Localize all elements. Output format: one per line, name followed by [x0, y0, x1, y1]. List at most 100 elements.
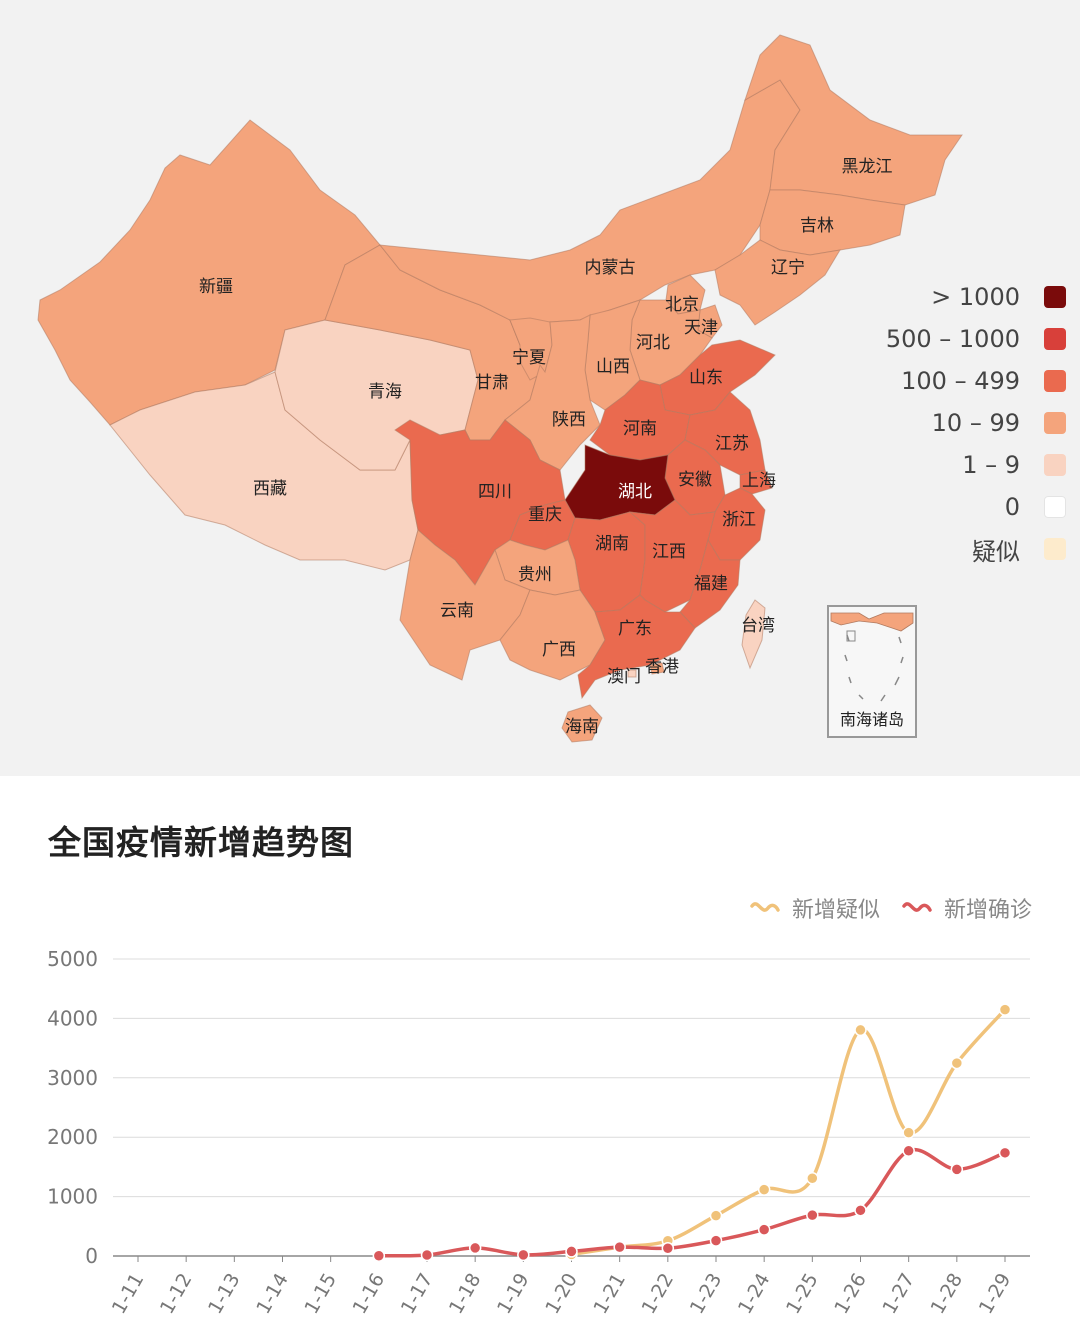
province-福建[interactable]: [679, 538, 741, 629]
x-tick-label: 1-15: [300, 1270, 341, 1318]
legend-swatch: [1044, 454, 1066, 476]
label-内蒙古: 内蒙古: [585, 258, 636, 278]
data-point: [613, 1240, 626, 1254]
legend-row[interactable]: 100 – 499: [846, 360, 1066, 402]
china-map: 新疆 西藏 青海 甘肃 内蒙古 黑龙江 吉林 辽宁 北京 天津 河北 山西 宁夏…: [37, 34, 963, 743]
label-江苏: 江苏: [715, 434, 749, 454]
province-海南[interactable]: [561, 704, 603, 743]
province-香港[interactable]: [649, 662, 665, 675]
label-青海: 青海: [368, 382, 402, 402]
label-河北: 河北: [636, 333, 670, 353]
data-point: [372, 1249, 386, 1263]
data-point: [757, 1223, 771, 1236]
province-黑龙江[interactable]: [744, 34, 963, 206]
legend-label: 500 – 1000: [885, 325, 1020, 353]
x-tick-label: 1-23: [686, 1270, 727, 1318]
map-panel: 新疆 西藏 青海 甘肃 内蒙古 黑龙江 吉林 辽宁 北京 天津 河北 山西 宁夏…: [0, 0, 1080, 776]
label-黑龙江: 黑龙江: [842, 157, 893, 177]
data-point: [661, 1241, 675, 1255]
legend-row[interactable]: 1 – 9: [846, 444, 1066, 486]
x-tick-label: 1-20: [541, 1270, 582, 1318]
x-tick-label: 1-24: [734, 1270, 775, 1318]
legend-swatch: [1044, 496, 1066, 518]
label-宁夏: 宁夏: [512, 348, 546, 368]
x-tick-label: 1-13: [204, 1270, 245, 1318]
line-wave-icon: [750, 902, 780, 912]
x-tick-label: 1-12: [156, 1270, 197, 1318]
label-湖北: 湖北: [618, 482, 652, 502]
data-point: [854, 1204, 867, 1217]
data-point: [468, 1241, 482, 1255]
province-上海[interactable]: [739, 469, 773, 495]
legend-swatch: [1044, 538, 1066, 560]
data-point: [902, 1144, 915, 1158]
label-海南: 海南: [565, 717, 599, 737]
label-贵州: 贵州: [518, 565, 552, 585]
label-上海: 上海: [742, 471, 776, 491]
inset-label: 南海诸岛: [839, 710, 904, 729]
x-tick-label: 1-16: [349, 1270, 390, 1318]
x-tick-label: 1-29: [975, 1270, 1016, 1318]
legend-label: 10 – 99: [931, 409, 1020, 437]
data-point: [998, 1146, 1012, 1160]
label-安徽: 安徽: [678, 470, 712, 490]
chart-legend-item-suspected[interactable]: 新增疑似: [750, 892, 880, 924]
label-河南: 河南: [623, 419, 657, 439]
x-tick-label: 1-26: [830, 1270, 871, 1318]
legend-swatch: [1044, 328, 1066, 350]
chart-legend-label: 新增确诊: [943, 898, 1032, 923]
label-香港: 香港: [645, 657, 679, 677]
province-辽宁[interactable]: [714, 239, 841, 326]
y-tick-label: 0: [85, 1244, 98, 1268]
data-point: [709, 1209, 723, 1222]
map-legend: > 1000 500 – 1000 100 – 499 10 – 99 1 – 9 0 疑似: [846, 276, 1066, 570]
y-tick-label: 5000: [47, 947, 98, 971]
x-tick-label: 1-28: [927, 1270, 968, 1318]
data-point: [806, 1171, 819, 1185]
x-tick-label: 1-19: [493, 1270, 534, 1318]
chart-title: 全国疫情新增趋势图: [48, 823, 354, 862]
label-云南: 云南: [440, 601, 474, 621]
data-point: [950, 1056, 964, 1070]
x-tick-label: 1-17: [397, 1270, 438, 1318]
data-point: [854, 1023, 867, 1037]
y-tick-label: 1000: [47, 1185, 98, 1209]
data-point: [709, 1234, 723, 1247]
chart-legend-item-confirmed[interactable]: 新增确诊: [902, 892, 1032, 924]
label-吉林: 吉林: [800, 216, 834, 236]
label-甘肃: 甘肃: [475, 373, 509, 393]
x-tick-label: 1-18: [445, 1270, 486, 1318]
x-tick-label: 1-22: [638, 1270, 679, 1318]
south-china-sea-inset: 南海诸岛: [827, 605, 917, 738]
line-wave-icon: [902, 902, 932, 912]
label-澳门: 澳门: [607, 667, 641, 687]
province-澳门[interactable]: [627, 669, 637, 678]
province-台湾[interactable]: [741, 599, 766, 670]
label-新疆: 新疆: [199, 277, 233, 297]
legend-row[interactable]: > 1000: [846, 276, 1066, 318]
legend-row[interactable]: 500 – 1000: [846, 318, 1066, 360]
legend-label: 1 – 9: [962, 451, 1020, 479]
label-广东: 广东: [618, 619, 652, 639]
series-line-1: [378, 1147, 1006, 1258]
legend-row[interactable]: 10 – 99: [846, 402, 1066, 444]
legend-row[interactable]: 0: [846, 486, 1066, 528]
label-北京: 北京: [665, 295, 699, 315]
label-台湾: 台湾: [741, 616, 775, 636]
legend-swatch: [1044, 370, 1066, 392]
label-福建: 福建: [694, 574, 728, 594]
label-广西: 广西: [542, 640, 576, 660]
data-point: [902, 1126, 915, 1139]
legend-label: 疑似: [972, 537, 1020, 566]
data-point: [806, 1208, 819, 1222]
label-陕西: 陕西: [552, 410, 586, 430]
y-tick-label: 2000: [47, 1125, 98, 1149]
province-labels: 新疆 西藏 青海 甘肃 内蒙古 黑龙江 吉林 辽宁 北京 天津 河北 山西 宁夏…: [199, 157, 893, 737]
data-point: [757, 1183, 771, 1196]
legend-row[interactable]: 疑似: [846, 528, 1066, 570]
province-广东[interactable]: [577, 594, 696, 700]
label-天津: 天津: [684, 318, 718, 338]
x-tick-label: 1-11: [108, 1270, 149, 1318]
legend-swatch: [1044, 286, 1066, 308]
data-point: [517, 1248, 530, 1262]
